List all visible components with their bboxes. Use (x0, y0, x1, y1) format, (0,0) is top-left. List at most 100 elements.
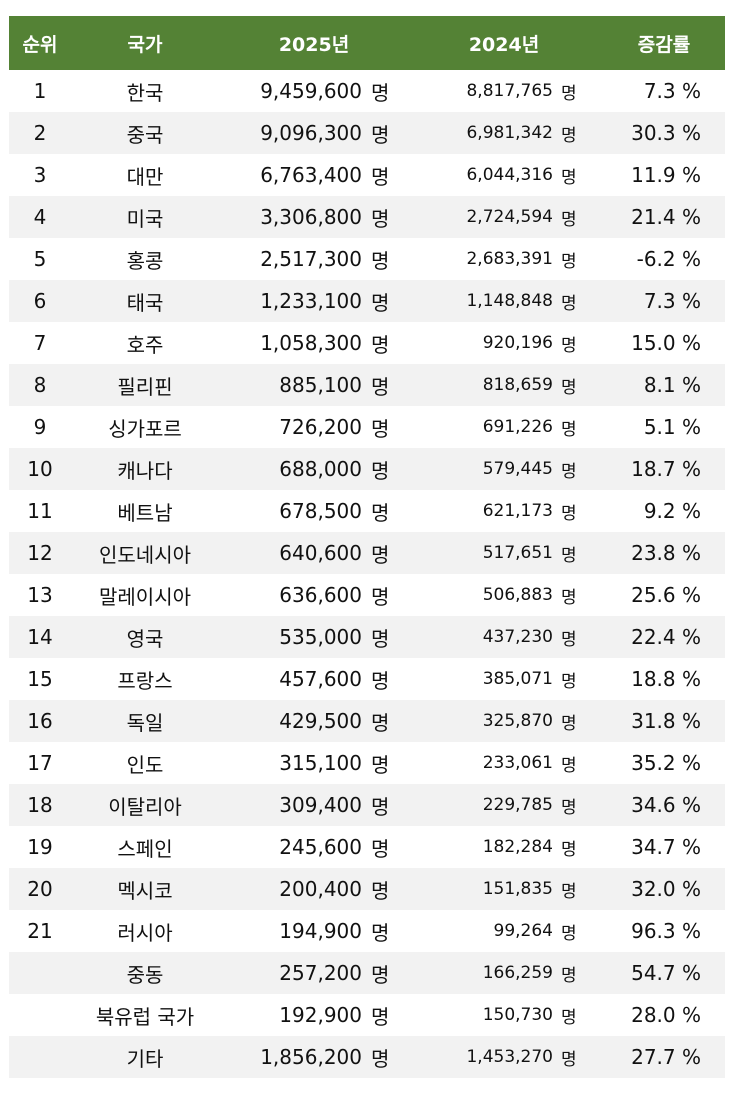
rank-cell: 9 (33, 415, 47, 439)
unit-2024: 명 (561, 713, 577, 734)
header-2024: 2024년 (468, 33, 540, 56)
change-cell: 34.7 % (631, 835, 701, 859)
unit-2025: 명 (371, 374, 390, 399)
unit-2025: 명 (371, 122, 390, 147)
table-row: 11 베트남 678,500 명 621,173 명 9.2 % (9, 490, 725, 532)
rank-cell: 12 (27, 541, 53, 565)
value-2024-cell: 1,148,848 (466, 291, 553, 311)
rank-cell (9, 994, 71, 1036)
visitor-table: 순위 국가 2025년 2024년 증감률 1 한국 9,459,600 명 8,817… (9, 16, 725, 1078)
rank-cell: 7 (33, 331, 47, 355)
unit-2025: 명 (371, 668, 390, 693)
table-row: 중동 257,200 명 166,259 명 54.7 % (9, 952, 725, 994)
unit-2024: 명 (561, 209, 577, 230)
value-2025-cell: 1,856,200 (260, 1045, 362, 1069)
table-row: 8 필리핀 885,100 명 818,659 명 8.1 % (9, 364, 725, 406)
change-cell: 27.7 % (631, 1045, 701, 1069)
value-2025-cell: 688,000 (279, 457, 362, 481)
unit-2024: 명 (561, 125, 577, 146)
value-2025-cell: 2,517,300 (260, 247, 362, 271)
change-cell: -6.2 % (636, 247, 701, 271)
country-cell: 북유럽 국가 (95, 1004, 195, 1029)
unit-2025: 명 (371, 416, 390, 441)
table-row: 17 인도 315,100 명 233,061 명 35.2 % (9, 742, 725, 784)
unit-2024: 명 (561, 545, 577, 566)
value-2024-cell: 579,445 (482, 459, 553, 479)
value-2024-cell: 325,870 (482, 711, 553, 731)
value-2025-cell: 636,600 (279, 583, 362, 607)
table-row: 5 홍콩 2,517,300 명 2,683,391 명 -6.2 % (9, 238, 725, 280)
country-cell: 러시아 (117, 920, 173, 945)
rank-cell: 5 (33, 247, 47, 271)
rank-cell: 1 (33, 79, 47, 103)
value-2025-cell: 535,000 (279, 625, 362, 649)
rank-cell: 11 (27, 499, 53, 523)
unit-2025: 명 (371, 752, 390, 777)
unit-2025: 명 (371, 80, 390, 105)
unit-2024: 명 (561, 1049, 577, 1070)
table-row: 1 한국 9,459,600 명 8,817,765 명 7.3 % (9, 70, 725, 112)
change-cell: 15.0 % (631, 331, 701, 355)
change-cell: 8.1 % (643, 373, 701, 397)
unit-2024: 명 (561, 335, 577, 356)
country-cell: 인도 (126, 752, 164, 777)
table-row: 3 대만 6,763,400 명 6,044,316 명 11.9 % (9, 154, 725, 196)
table-row: 20 멕시코 200,400 명 151,835 명 32.0 % (9, 868, 725, 910)
country-cell: 홍콩 (126, 248, 164, 273)
country-cell: 태국 (126, 290, 164, 315)
value-2025-cell: 678,500 (279, 499, 362, 523)
unit-2025: 명 (371, 584, 390, 609)
unit-2025: 명 (371, 248, 390, 273)
country-cell: 프랑스 (117, 668, 173, 693)
table-row: 9 싱가포르 726,200 명 691,226 명 5.1 % (9, 406, 725, 448)
unit-2024: 명 (561, 293, 577, 314)
table-row: 21 러시아 194,900 명 99,264 명 96.3 % (9, 910, 725, 952)
unit-2024: 명 (561, 461, 577, 482)
change-cell: 22.4 % (631, 625, 701, 649)
table-row: 14 영국 535,000 명 437,230 명 22.4 % (9, 616, 725, 658)
value-2025-cell: 6,763,400 (260, 163, 362, 187)
change-cell: 28.0 % (631, 1003, 701, 1027)
rank-cell: 10 (27, 457, 53, 481)
country-cell: 싱가포르 (108, 416, 182, 441)
rank-cell: 8 (33, 373, 47, 397)
value-2025-cell: 457,600 (279, 667, 362, 691)
value-2025-cell: 3,306,800 (260, 205, 362, 229)
country-cell: 이탈리아 (108, 794, 182, 819)
value-2025-cell: 200,400 (279, 877, 362, 901)
value-2024-cell: 182,284 (482, 837, 553, 857)
rank-cell: 20 (27, 877, 53, 901)
change-cell: 30.3 % (631, 121, 701, 145)
unit-2024: 명 (561, 83, 577, 104)
header-rank: 순위 (22, 33, 58, 56)
unit-2024: 명 (561, 251, 577, 272)
country-cell: 기타 (126, 1046, 164, 1071)
rank-cell: 18 (27, 793, 53, 817)
unit-2025: 명 (371, 164, 390, 189)
value-2024-cell: 2,724,594 (466, 207, 553, 227)
country-cell: 스페인 (117, 836, 173, 861)
table-row: 4 미국 3,306,800 명 2,724,594 명 21.4 % (9, 196, 725, 238)
table-row: 12 인도네시아 640,600 명 517,651 명 23.8 % (9, 532, 725, 574)
rank-cell: 6 (33, 289, 47, 313)
value-2024-cell: 166,259 (482, 963, 553, 983)
table-header: 순위 국가 2025년 2024년 증감률 (9, 16, 725, 70)
unit-2025: 명 (371, 1046, 390, 1071)
unit-2024: 명 (561, 671, 577, 692)
country-cell: 한국 (126, 80, 164, 105)
country-cell: 필리핀 (117, 374, 173, 399)
table-row: 15 프랑스 457,600 명 385,071 명 18.8 % (9, 658, 725, 700)
value-2024-cell: 437,230 (482, 627, 553, 647)
value-2025-cell: 640,600 (279, 541, 362, 565)
change-cell: 7.3 % (643, 79, 701, 103)
unit-2024: 명 (561, 755, 577, 776)
unit-2025: 명 (371, 878, 390, 903)
unit-2024: 명 (561, 377, 577, 398)
country-cell: 독일 (126, 710, 164, 735)
unit-2025: 명 (371, 1004, 390, 1029)
value-2025-cell: 1,233,100 (260, 289, 362, 313)
change-cell: 18.8 % (631, 667, 701, 691)
header-country: 국가 (127, 33, 163, 56)
rank-cell: 13 (27, 583, 53, 607)
rank-cell: 16 (27, 709, 53, 733)
